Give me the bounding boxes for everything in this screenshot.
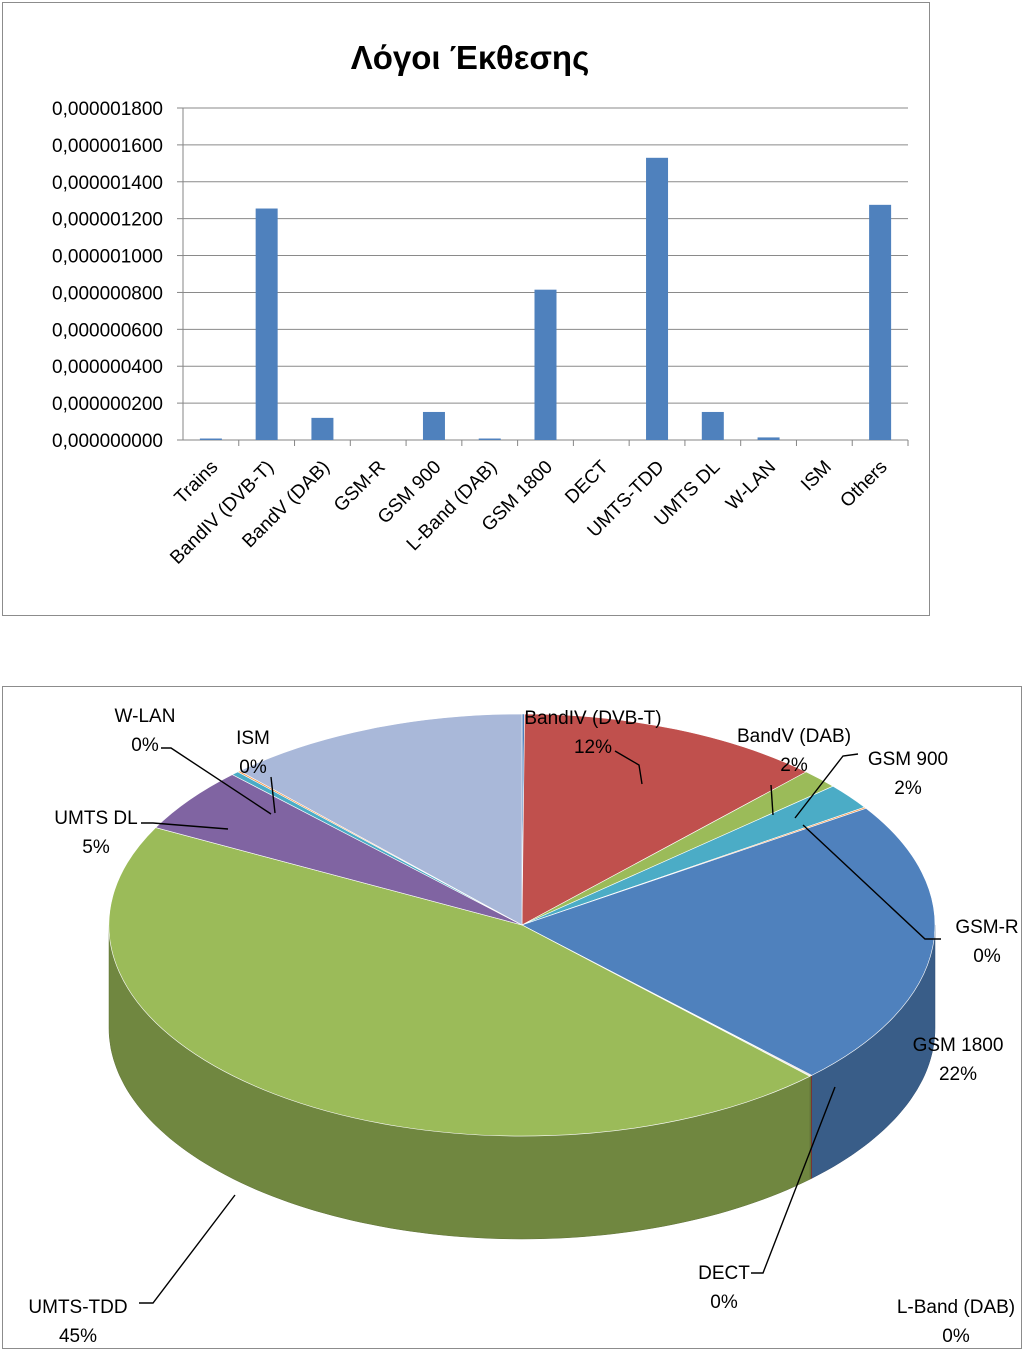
x-tick-label: DECT xyxy=(561,456,613,508)
slice-percent-bandv-dab: 2% xyxy=(780,755,808,776)
y-tick-label: 0,000000400 xyxy=(52,357,163,378)
y-tick-label: 0,000001600 xyxy=(52,136,163,157)
slice-percent-l-band-dab: 0% xyxy=(942,1326,970,1347)
slice-labels: BandIV (DVB-T) 12% BandV (DAB) 2% GSM 900 2% G… xyxy=(28,706,1018,1347)
slice-label-w-lan: W-LAN xyxy=(115,706,176,727)
y-tick-label: 0,000001000 xyxy=(52,247,163,268)
leader-line-bandv-dab xyxy=(770,784,774,816)
slice-percent-gsm-1800: 22% xyxy=(939,1064,977,1085)
slice-percent-umts-tdd: 45% xyxy=(59,1326,97,1347)
x-tick-label: W-LAN xyxy=(722,457,780,515)
leader-line-ism xyxy=(270,776,276,814)
leader-line-bandiv-dvb-t xyxy=(614,750,643,785)
leader-line-gsm-r xyxy=(802,824,941,940)
slice-label-gsm-r: GSM-R xyxy=(955,917,1018,938)
x-tick-label: ISM xyxy=(797,457,836,496)
slice-label-gsm-900: GSM 900 xyxy=(868,749,948,770)
bars xyxy=(199,157,892,441)
y-tick-label: 0,000001400 xyxy=(52,173,163,194)
y-tick-label: 0,000001200 xyxy=(52,210,163,231)
slice-label-ism: ISM xyxy=(236,728,270,749)
bar-gsm-1800 xyxy=(534,289,557,440)
y-tick-label: 0,000000800 xyxy=(52,283,163,304)
slice-percent-ism: 0% xyxy=(239,757,267,778)
x-tick-label: Others xyxy=(836,457,891,512)
slice-label-gsm-1800: GSM 1800 xyxy=(913,1035,1004,1056)
pie-chart: BandIV (DVB-T) 12% BandV (DAB) 2% GSM 900 2% G… xyxy=(28,706,1018,1347)
bar-trains xyxy=(199,438,222,440)
bar-chart-panel: Λόγοι Έκθεσης 0,000000000 0,000000200 0,00… xyxy=(2,2,930,616)
slice-label-dect: DECT xyxy=(698,1263,750,1284)
leader-lines xyxy=(139,747,941,1304)
y-tick-label: 0,000001800 xyxy=(52,99,163,120)
slice-percent-gsm-900: 2% xyxy=(894,778,922,799)
slice-label-l-band-dab: L-Band (DAB) xyxy=(897,1297,1015,1318)
slice-percent-umts-dl: 5% xyxy=(82,837,110,858)
bar-gsm-900 xyxy=(422,411,445,440)
y-tick-label: 0,000000600 xyxy=(52,320,163,341)
leader-line-gsm-900 xyxy=(794,753,859,819)
slice-label-bandv-dab: BandV (DAB) xyxy=(737,726,851,747)
y-tick-label: 0,000000000 xyxy=(52,431,163,452)
x-tick-label: Trains xyxy=(171,457,223,509)
bar-umts-dl xyxy=(701,411,724,440)
bar-chart: Λόγοι Έκθεσης 0,0000000000,0000002000,00… xyxy=(52,39,909,569)
pie-sides xyxy=(108,924,936,1240)
slice-label-bandiv-dvb-t: BandIV (DVB-T) xyxy=(524,708,661,729)
bar-others xyxy=(869,204,892,440)
pie-slice-umts-tdd xyxy=(108,827,811,1137)
bar-umts-tdd xyxy=(646,157,669,441)
chart-title: Λόγοι Έκθεσης xyxy=(351,39,590,76)
pie-slices xyxy=(108,713,936,1137)
leader-line-umts-dl xyxy=(141,822,229,830)
slice-percent-gsm-r: 0% xyxy=(973,946,1001,967)
y-tick-label: 0,000000200 xyxy=(52,394,163,415)
pie-slice-others xyxy=(239,713,523,926)
slice-percent-dect: 0% xyxy=(710,1292,738,1313)
pie-slice-bandiv-dvb-t xyxy=(521,713,807,926)
x-tick-label: BandIV (DVB-T) xyxy=(166,457,278,569)
pie-chart-panel: BandIV (DVB-T) 12% BandV (DAB) 2% GSM 900 2% G… xyxy=(2,686,1022,1349)
leader-line-w-lan xyxy=(161,747,272,815)
bar-w-lan xyxy=(757,437,780,440)
pie-slice-gsm-1800 xyxy=(521,807,936,1076)
y-tick-labels: 0,000000000 0,000000200 0,000000400 0,00000… xyxy=(52,99,163,452)
slice-percent-bandiv-dvb-t: 12% xyxy=(574,737,612,758)
leader-line-dect xyxy=(751,1086,836,1274)
leader-line-umts-tdd xyxy=(139,1194,236,1304)
bar-bandiv-dvb-t xyxy=(255,208,278,440)
slice-label-umts-tdd: UMTS-TDD xyxy=(28,1297,127,1318)
bar-bandv-dab xyxy=(311,417,334,440)
bar-l-band-dab xyxy=(478,438,501,440)
slice-percent-w-lan: 0% xyxy=(131,735,159,756)
slice-label-umts-dl: UMTS DL xyxy=(54,808,137,829)
